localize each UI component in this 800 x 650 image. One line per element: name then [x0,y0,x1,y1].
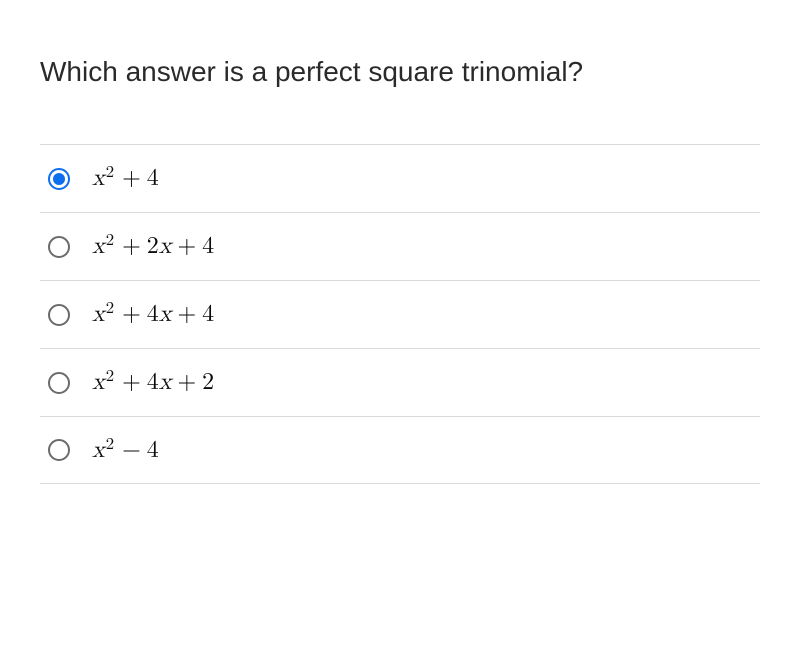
radio-unselected-icon[interactable] [48,304,70,326]
option-expression: x2−4 [92,436,159,465]
radio-unselected-icon[interactable] [48,439,70,461]
option-row[interactable]: x2+4 [40,144,760,212]
option-row[interactable]: x2+4x+2 [40,348,760,416]
option-row[interactable]: x2−4 [40,416,760,484]
question-text: Which answer is a perfect square trinomi… [40,56,760,88]
option-row[interactable]: x2+2x+4 [40,212,760,280]
options-list: x2+4 x2+2x+4 x2+4x+4 x2+4x+2 x2−4 [40,144,760,484]
option-row[interactable]: x2+4x+4 [40,280,760,348]
radio-unselected-icon[interactable] [48,236,70,258]
option-expression: x2+4 [92,164,159,193]
radio-selected-icon[interactable] [48,168,70,190]
option-expression: x2+4x+4 [92,300,214,329]
radio-unselected-icon[interactable] [48,372,70,394]
option-expression: x2+4x+2 [92,368,214,397]
option-expression: x2+2x+4 [92,232,214,261]
